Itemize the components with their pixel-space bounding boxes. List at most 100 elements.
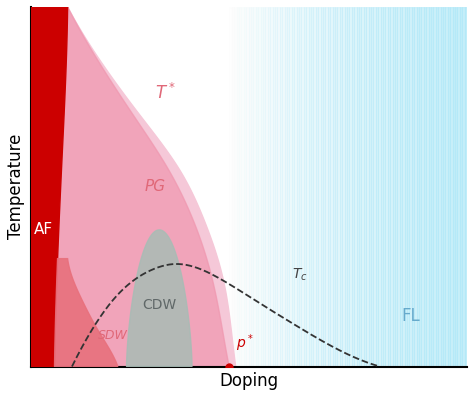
Polygon shape — [465, 7, 467, 366]
Polygon shape — [301, 7, 304, 366]
Polygon shape — [246, 7, 248, 366]
Polygon shape — [359, 7, 361, 366]
Polygon shape — [284, 7, 287, 366]
Polygon shape — [248, 7, 251, 366]
Polygon shape — [395, 7, 397, 366]
Polygon shape — [428, 7, 431, 366]
Polygon shape — [127, 230, 192, 366]
Polygon shape — [337, 7, 340, 366]
Polygon shape — [258, 7, 261, 366]
Polygon shape — [381, 7, 383, 366]
Polygon shape — [349, 7, 352, 366]
Polygon shape — [268, 7, 270, 366]
Polygon shape — [328, 7, 330, 366]
Polygon shape — [455, 7, 457, 366]
Polygon shape — [299, 7, 301, 366]
Text: AF: AF — [34, 222, 53, 237]
Polygon shape — [383, 7, 385, 366]
Polygon shape — [316, 7, 318, 366]
Polygon shape — [426, 7, 428, 366]
Text: $T^*$: $T^*$ — [155, 83, 176, 103]
Polygon shape — [374, 7, 376, 366]
Text: $T_c$: $T_c$ — [292, 267, 308, 283]
Polygon shape — [280, 7, 282, 366]
Polygon shape — [309, 7, 311, 366]
Polygon shape — [306, 7, 309, 366]
Polygon shape — [431, 7, 433, 366]
Polygon shape — [376, 7, 378, 366]
Polygon shape — [388, 7, 390, 366]
Polygon shape — [405, 7, 407, 366]
Polygon shape — [304, 7, 306, 366]
Polygon shape — [330, 7, 333, 366]
Polygon shape — [414, 7, 417, 366]
Polygon shape — [407, 7, 410, 366]
Polygon shape — [287, 7, 290, 366]
Polygon shape — [364, 7, 366, 366]
Polygon shape — [361, 7, 364, 366]
Polygon shape — [436, 7, 438, 366]
Polygon shape — [347, 7, 349, 366]
Polygon shape — [277, 7, 280, 366]
Polygon shape — [261, 7, 263, 366]
Polygon shape — [265, 7, 268, 366]
Polygon shape — [275, 7, 277, 366]
Polygon shape — [313, 7, 316, 366]
Polygon shape — [402, 7, 405, 366]
Polygon shape — [443, 7, 446, 366]
Polygon shape — [438, 7, 441, 366]
Polygon shape — [366, 7, 369, 366]
Polygon shape — [254, 7, 256, 366]
Polygon shape — [462, 7, 465, 366]
Text: PG: PG — [145, 179, 165, 194]
Polygon shape — [30, 7, 68, 366]
Polygon shape — [419, 7, 421, 366]
Polygon shape — [55, 7, 229, 366]
Polygon shape — [460, 7, 462, 366]
Polygon shape — [335, 7, 337, 366]
Polygon shape — [421, 7, 424, 366]
Polygon shape — [412, 7, 414, 366]
Polygon shape — [356, 7, 359, 366]
Text: SDW: SDW — [98, 330, 128, 343]
Polygon shape — [294, 7, 297, 366]
Polygon shape — [323, 7, 325, 366]
Polygon shape — [424, 7, 426, 366]
Polygon shape — [352, 7, 354, 366]
Polygon shape — [292, 7, 294, 366]
Polygon shape — [369, 7, 371, 366]
Polygon shape — [417, 7, 419, 366]
Polygon shape — [450, 7, 453, 366]
Polygon shape — [342, 7, 345, 366]
Y-axis label: Temperature: Temperature — [7, 134, 25, 239]
Polygon shape — [354, 7, 356, 366]
Polygon shape — [282, 7, 284, 366]
Polygon shape — [290, 7, 292, 366]
Polygon shape — [441, 7, 443, 366]
Polygon shape — [311, 7, 313, 366]
Polygon shape — [340, 7, 342, 366]
Text: CDW: CDW — [142, 299, 176, 312]
Polygon shape — [345, 7, 347, 366]
Polygon shape — [453, 7, 455, 366]
Polygon shape — [270, 7, 273, 366]
Polygon shape — [371, 7, 374, 366]
Polygon shape — [55, 7, 236, 366]
Polygon shape — [457, 7, 460, 366]
Polygon shape — [333, 7, 335, 366]
Text: FL: FL — [401, 307, 419, 325]
Polygon shape — [325, 7, 328, 366]
Polygon shape — [318, 7, 320, 366]
Polygon shape — [446, 7, 448, 366]
X-axis label: Doping: Doping — [219, 372, 278, 390]
Text: $p^*$: $p^*$ — [236, 332, 254, 354]
Polygon shape — [256, 7, 258, 366]
Polygon shape — [390, 7, 392, 366]
Polygon shape — [400, 7, 402, 366]
Polygon shape — [263, 7, 265, 366]
Polygon shape — [433, 7, 436, 366]
Polygon shape — [410, 7, 412, 366]
Polygon shape — [251, 7, 254, 366]
Polygon shape — [385, 7, 388, 366]
Polygon shape — [297, 7, 299, 366]
